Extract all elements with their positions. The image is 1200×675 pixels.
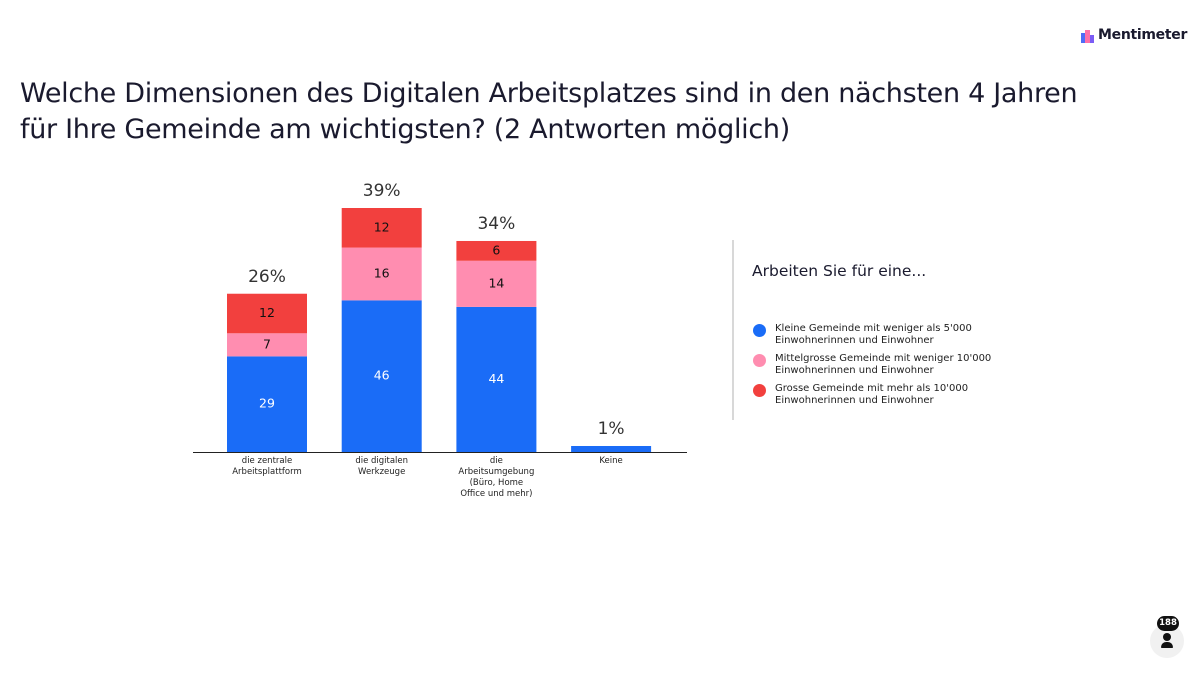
legend-dot <box>753 384 766 397</box>
segment-label: 6 <box>492 242 500 257</box>
segment-label: 12 <box>259 305 275 320</box>
segment-label: 46 <box>374 368 390 383</box>
category-label: die digitalen Werkzeuge <box>355 456 409 477</box>
segment-label: 44 <box>488 371 504 386</box>
bar-segment <box>456 240 537 261</box>
segment-label: 14 <box>488 275 504 290</box>
question-title: Welche Dimensionen des Digitalen Arbeits… <box>20 78 1078 145</box>
total-label: 34% <box>477 213 516 234</box>
legend-entry: Kleine Gemeinde mit weniger als 5'000 Ei… <box>775 323 972 346</box>
total-label: 1% <box>597 419 625 439</box>
segment-label: 12 <box>374 219 390 234</box>
legend-dot <box>753 354 766 367</box>
bar-segment <box>571 446 652 452</box>
bar-segment <box>341 247 422 301</box>
bar-segment <box>227 333 307 357</box>
segment-label: 29 <box>259 396 275 411</box>
bar-segment <box>341 300 422 452</box>
bar-segment <box>227 293 307 334</box>
participant-count: 188 <box>1157 616 1179 631</box>
legend-dot <box>753 324 766 337</box>
legend-entry: Mittelgrosse Gemeinde mit weniger 10'000… <box>775 353 992 376</box>
category-label: Keine <box>599 456 623 466</box>
legend-title: Arbeiten Sie für eine... <box>752 262 927 280</box>
person-icon-head <box>1163 633 1171 641</box>
legend-entry: Grosse Gemeinde mit mehr als 10'000 Einw… <box>775 383 969 406</box>
brand-name: Mentimeter <box>1098 27 1188 43</box>
total-label: 26% <box>248 266 286 287</box>
category-label: die Arbeitsumgebung (Büro, Home Office u… <box>458 456 535 499</box>
bar-segment <box>227 356 307 452</box>
brand-logo <box>1081 30 1094 43</box>
bar-segment <box>456 260 537 307</box>
bar-segment <box>456 306 537 452</box>
bar-segment <box>341 208 422 248</box>
category-label: die zentrale Arbeitsplattform <box>232 456 302 477</box>
segment-label: 7 <box>263 336 271 351</box>
total-label: 39% <box>362 181 401 201</box>
segment-label: 16 <box>374 265 390 280</box>
person-icon-body <box>1161 642 1173 648</box>
